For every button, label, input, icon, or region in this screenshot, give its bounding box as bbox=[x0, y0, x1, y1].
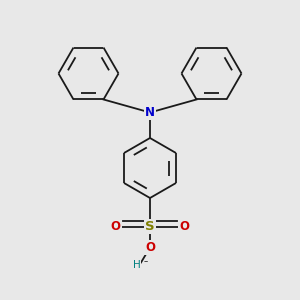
Text: –: – bbox=[144, 257, 148, 266]
Text: O: O bbox=[111, 220, 121, 233]
Text: O: O bbox=[145, 241, 155, 254]
Text: S: S bbox=[145, 220, 155, 233]
Text: H: H bbox=[133, 260, 140, 271]
Text: N: N bbox=[145, 106, 155, 119]
Text: O: O bbox=[179, 220, 189, 233]
